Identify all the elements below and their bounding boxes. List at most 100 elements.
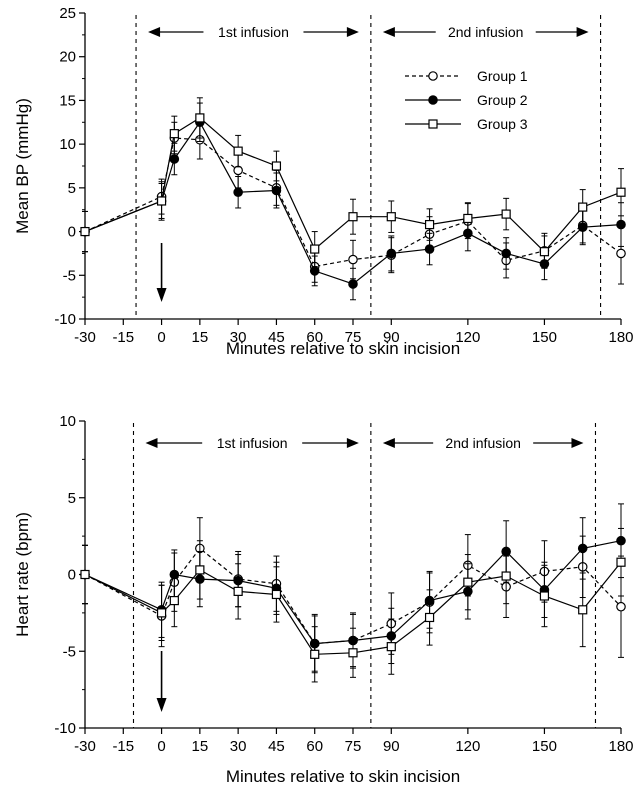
data-point: [195, 565, 205, 575]
data-point: [271, 589, 282, 600]
x-tick-label: -15: [112, 329, 134, 346]
x-tick-label: 90: [383, 738, 400, 755]
data-point: [616, 557, 626, 567]
data-point: [578, 605, 588, 615]
x-tick-label: 120: [455, 738, 480, 755]
data-point: [271, 161, 282, 171]
data-point: [616, 219, 626, 230]
data-point: [539, 591, 550, 601]
arrow-head-icon: [576, 27, 589, 37]
infusion-label: 1st infusion: [217, 435, 288, 451]
x-tick-label: 0: [157, 738, 165, 755]
x-tick-label: -15: [112, 738, 134, 755]
arrow-head-icon: [148, 27, 161, 37]
data-point: [233, 586, 243, 596]
arrow-head-icon: [571, 438, 584, 448]
data-point: [309, 266, 320, 276]
y-tick-label: 5: [68, 180, 76, 197]
data-point: [386, 248, 397, 259]
x-tick-label: 150: [532, 738, 557, 755]
data-point: [386, 642, 396, 652]
data-point: [616, 248, 626, 259]
x-tick-label: 60: [306, 329, 323, 346]
y-tick-label: 5: [68, 490, 76, 507]
series-3: [80, 97, 626, 268]
data-point: [501, 571, 511, 581]
data-point: [348, 212, 358, 222]
data-point: [501, 248, 511, 259]
data-point: [233, 146, 243, 156]
data-point: [424, 612, 435, 623]
y-tick-label: 10: [59, 136, 76, 153]
y-axis-title: Mean BP (mmHg): [13, 98, 32, 234]
x-tick-label: 45: [268, 738, 285, 755]
x-axis-title: Minutes relative to skin incision: [226, 339, 460, 358]
data-point: [348, 279, 358, 289]
data-point: [156, 196, 167, 206]
x-tick-label: 75: [345, 329, 362, 346]
y-tick-label: 10: [59, 413, 76, 430]
legend-marker: [428, 119, 438, 129]
x-tick-label: 180: [608, 329, 633, 346]
legend-marker: [428, 95, 438, 105]
panel-1: -10 -5 0 5 10 15 20 25 -30 -15 0 15 30 45 60 75 90 120 150…: [13, 5, 634, 358]
legend-label: Group 2: [477, 92, 528, 108]
y-tick-label: 0: [68, 224, 76, 241]
x-tick-label: 30: [230, 738, 247, 755]
y-tick-label: 25: [59, 5, 76, 22]
y-tick-label: -5: [63, 267, 76, 284]
down-arrow-icon: [156, 288, 167, 302]
arrow-head-icon: [346, 27, 359, 37]
x-tick-label: 60: [306, 738, 323, 755]
infusion-label: 2nd infusion: [445, 435, 521, 451]
x-tick-label: 75: [345, 738, 362, 755]
legend-marker: [428, 71, 438, 81]
legend: Group 1 Group 2 Group 3: [405, 68, 528, 132]
data-point: [195, 113, 205, 123]
infusion-label: 1st infusion: [218, 24, 289, 40]
data-point: [169, 154, 180, 164]
x-tick-label: 15: [192, 329, 209, 346]
data-point: [616, 601, 626, 612]
y-tick-label: 20: [59, 49, 76, 66]
x-tick-label: 30: [230, 329, 247, 346]
data-point: [271, 185, 282, 196]
x-tick-label: 150: [532, 329, 557, 346]
y-tick-label: -10: [54, 311, 76, 328]
data-point: [616, 187, 626, 197]
arrow-head-icon: [382, 27, 395, 37]
legend-label: Group 1: [477, 68, 528, 84]
y-axis-title: Heart rate (bpm): [13, 512, 32, 637]
arrow-head-icon: [346, 438, 359, 448]
data-point: [463, 213, 473, 224]
series-3: [80, 527, 626, 683]
data-point: [80, 569, 90, 580]
data-point: [577, 543, 588, 554]
data-point: [310, 244, 320, 254]
data-point: [233, 165, 243, 176]
x-tick-label: 15: [192, 738, 209, 755]
data-point: [501, 209, 511, 219]
arrow-head-icon: [145, 438, 158, 448]
data-point: [348, 254, 358, 265]
data-point: [539, 247, 550, 257]
down-arrow-icon: [156, 698, 167, 712]
data-point: [310, 649, 320, 659]
data-point: [80, 226, 90, 237]
data-point: [424, 219, 435, 230]
data-point: [233, 187, 243, 198]
x-tick-label: 120: [455, 329, 480, 346]
x-tick-label: 45: [268, 329, 285, 346]
x-axis-title: Minutes relative to skin incision: [226, 767, 460, 786]
x-tick-label: 0: [157, 329, 165, 346]
y-tick-label: -10: [54, 720, 76, 737]
arrow-head-icon: [382, 438, 395, 448]
data-point: [424, 244, 435, 254]
y-tick-label: 0: [68, 567, 76, 584]
x-tick-label: 90: [383, 329, 400, 346]
y-tick-label: -5: [63, 643, 76, 660]
data-point: [169, 595, 179, 606]
data-point: [348, 648, 358, 658]
x-tick-label: -30: [74, 738, 96, 755]
